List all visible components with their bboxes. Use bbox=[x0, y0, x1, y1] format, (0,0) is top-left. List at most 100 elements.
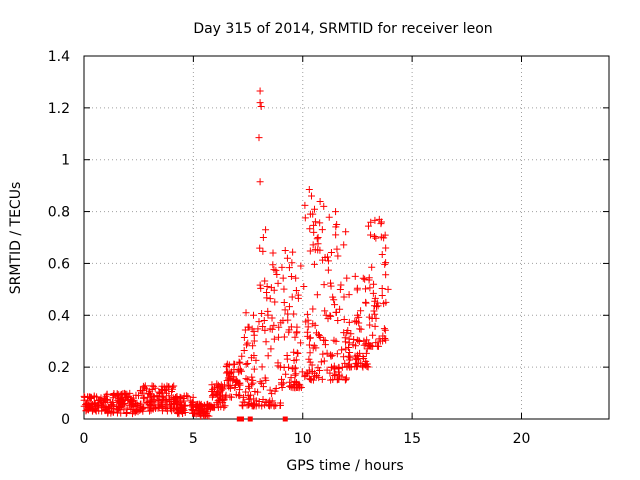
data-point bbox=[110, 390, 118, 398]
data-point bbox=[333, 376, 341, 384]
data-point bbox=[115, 405, 123, 413]
data-point bbox=[336, 305, 344, 313]
data-point bbox=[351, 272, 359, 280]
data-point bbox=[305, 366, 313, 374]
data-point bbox=[228, 393, 236, 401]
data-point bbox=[292, 274, 300, 282]
data-point bbox=[83, 400, 91, 408]
data-point bbox=[222, 363, 230, 371]
data-point bbox=[115, 395, 123, 403]
data-point bbox=[103, 396, 111, 404]
data-point bbox=[309, 305, 317, 313]
data-point bbox=[249, 342, 257, 350]
data-point bbox=[263, 294, 271, 302]
plot-frame bbox=[83, 55, 610, 420]
data-point bbox=[213, 380, 221, 388]
data-point bbox=[167, 396, 175, 404]
data-point bbox=[104, 409, 112, 417]
data-point bbox=[332, 370, 340, 378]
data-point bbox=[255, 318, 263, 326]
data-point bbox=[255, 398, 263, 406]
data-point bbox=[319, 350, 327, 358]
data-point bbox=[306, 210, 314, 218]
data-point bbox=[252, 356, 260, 364]
data-point bbox=[280, 285, 288, 293]
data-point bbox=[278, 263, 286, 271]
data-point bbox=[366, 284, 374, 292]
data-point bbox=[122, 410, 130, 418]
data-point bbox=[321, 253, 329, 261]
data-point bbox=[258, 310, 266, 318]
data-point bbox=[199, 412, 207, 420]
data-point bbox=[220, 395, 228, 403]
data-point bbox=[142, 398, 150, 406]
data-point bbox=[224, 374, 232, 382]
data-point bbox=[270, 335, 278, 343]
data-point bbox=[381, 260, 389, 268]
data-point bbox=[327, 282, 335, 290]
data-point bbox=[273, 270, 281, 278]
data-point bbox=[378, 218, 385, 226]
data-point bbox=[285, 363, 293, 371]
data-point bbox=[370, 280, 378, 288]
data-point bbox=[231, 383, 239, 391]
data-point bbox=[368, 315, 376, 323]
data-point bbox=[289, 248, 297, 256]
data-point bbox=[343, 274, 351, 282]
data-point bbox=[353, 318, 361, 326]
y-tick-label: 1.2 bbox=[48, 101, 70, 117]
data-point bbox=[334, 375, 342, 383]
data-point bbox=[306, 349, 314, 357]
data-point bbox=[306, 358, 314, 366]
data-point bbox=[345, 339, 353, 347]
data-point bbox=[230, 373, 238, 381]
data-point bbox=[240, 347, 248, 355]
data-point bbox=[380, 325, 388, 333]
data-point bbox=[284, 316, 292, 324]
data-point bbox=[361, 285, 369, 293]
data-point bbox=[352, 355, 360, 363]
x-tick-label: 20 bbox=[513, 431, 531, 447]
data-point bbox=[103, 396, 111, 404]
data-point bbox=[369, 289, 377, 297]
data-point bbox=[355, 359, 363, 367]
data-point bbox=[259, 383, 267, 391]
x-tick-label: 10 bbox=[294, 431, 312, 447]
data-point bbox=[316, 198, 324, 206]
data-point bbox=[323, 349, 331, 357]
data-point bbox=[262, 226, 270, 234]
data-point bbox=[108, 399, 116, 407]
data-point bbox=[87, 395, 95, 403]
data-point bbox=[279, 274, 287, 282]
data-point bbox=[365, 341, 373, 349]
data-point bbox=[382, 244, 390, 252]
data-point bbox=[305, 355, 313, 363]
data-point bbox=[371, 294, 379, 302]
data-point bbox=[331, 301, 339, 309]
data-point bbox=[274, 362, 282, 370]
data-point bbox=[268, 314, 276, 322]
data-point bbox=[297, 339, 305, 347]
data-point bbox=[345, 291, 353, 299]
data-point bbox=[353, 311, 361, 319]
data-point bbox=[288, 259, 296, 267]
data-point bbox=[361, 275, 369, 283]
data-point bbox=[316, 333, 324, 341]
data-point bbox=[259, 322, 267, 330]
data-point bbox=[285, 264, 293, 272]
data-point bbox=[235, 358, 243, 366]
data-point bbox=[318, 226, 326, 234]
data-point bbox=[281, 306, 289, 314]
data-point bbox=[306, 225, 314, 233]
data-point bbox=[316, 219, 324, 227]
data-point bbox=[148, 386, 156, 394]
data-point bbox=[328, 352, 336, 360]
data-point bbox=[287, 272, 295, 280]
data-point bbox=[226, 384, 234, 392]
data-point bbox=[373, 342, 381, 350]
data-point bbox=[375, 335, 383, 343]
data-point bbox=[301, 373, 309, 381]
data-point bbox=[278, 381, 286, 389]
data-point bbox=[351, 317, 359, 325]
